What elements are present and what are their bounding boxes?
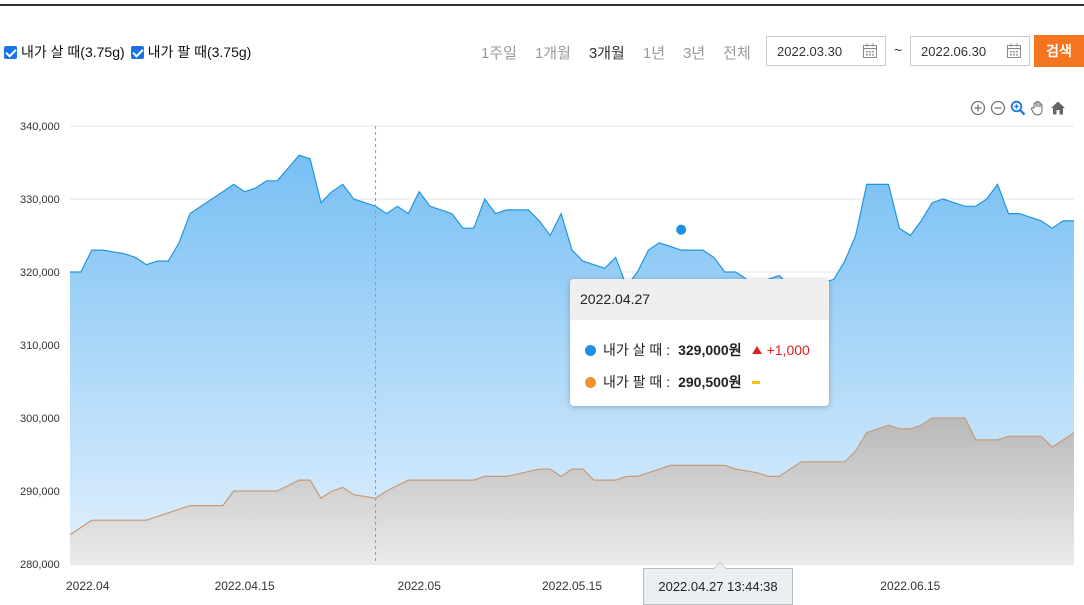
period-all[interactable]: 전체 <box>723 45 751 62</box>
y-tick-label: 280,000 <box>20 559 60 571</box>
x-tick-label: 2022.05 <box>398 579 442 593</box>
buy-dot-icon <box>585 344 596 356</box>
chart-tooltip: 2022.04.27 내가 살 때 : 329,000원 +1,000 내가 팔… <box>570 279 829 406</box>
period-3month[interactable]: 3개월 <box>588 45 625 62</box>
magnify-icon[interactable] <box>1010 100 1026 116</box>
period-1year[interactable]: 1년 <box>642 45 666 62</box>
period-1month[interactable]: 1개월 <box>534 45 571 62</box>
up-triangle-icon <box>751 346 762 354</box>
calendar-icon[interactable] <box>1007 43 1021 58</box>
highlight-point <box>676 224 687 235</box>
x-tick-label: 2022.04 <box>66 579 110 593</box>
period-3year[interactable]: 3년 <box>683 45 706 62</box>
zoom-out-icon[interactable] <box>990 100 1006 116</box>
end-date-value: 2022.06.30 <box>921 43 987 59</box>
tooltip-buy-change-value: +1,000 <box>766 342 810 358</box>
sell-dot-icon <box>585 376 596 388</box>
y-tick-label: 290,000 <box>20 486 60 498</box>
calendar-icon[interactable] <box>863 43 877 58</box>
checkbox-sell[interactable] <box>130 45 144 59</box>
y-tick-label: 300,000 <box>20 413 60 425</box>
pan-hand-icon[interactable] <box>1030 100 1046 116</box>
x-tick-label: 2022.05.15 <box>542 579 602 593</box>
zoom-in-icon[interactable] <box>970 100 986 116</box>
x-axis: 2022.04 2022.04.15 2022.05 2022.05.15 2022.0… <box>66 579 941 593</box>
top-border <box>0 4 1084 6</box>
chart-marks <box>375 126 687 564</box>
chart-toolbar <box>970 100 1070 116</box>
legend-sell[interactable]: 내가 팔 때(3.75g) <box>130 42 252 62</box>
end-date-field[interactable]: 2022.06.30 <box>910 36 1030 66</box>
crosshair-time-label: 2022.04.27 13:44:38 <box>643 562 793 605</box>
legend-buy-label: 내가 살 때(3.75g) <box>21 44 125 60</box>
legend-sell-label: 내가 팔 때(3.75g) <box>147 44 252 60</box>
tooltip-buy-label: 내가 살 때 : <box>603 342 671 358</box>
start-date-value: 2022.03.30 <box>777 43 843 59</box>
tooltip-buy-value: 329,000원 <box>678 342 742 358</box>
no-change-dash-icon <box>751 380 760 384</box>
search-button[interactable]: 검색 <box>1034 35 1084 67</box>
y-axis: 280,000 290,000 300,000 310,000 320,000 330,0… <box>20 121 60 571</box>
series-line-0 <box>70 154 1074 288</box>
tooltip-sell-value: 290,500원 <box>678 374 742 390</box>
period-1week[interactable]: 1주일 <box>481 45 517 62</box>
period-selector: 1주일 1개월 3개월 1년 3년 전체 <box>481 42 769 63</box>
tooltip-buy-change: +1,000 <box>751 342 810 358</box>
legend-buy[interactable]: 내가 살 때(3.75g) <box>4 42 125 62</box>
series-line-1 <box>69 417 1075 536</box>
series-area-1 <box>70 418 1074 564</box>
series-legend: 내가 살 때(3.75g) 내가 팔 때(3.75g) <box>4 42 257 62</box>
y-tick-label: 330,000 <box>20 194 60 206</box>
tooltip-sell-label: 내가 팔 때 : <box>603 374 671 390</box>
tooltip-date: 2022.04.27 <box>570 279 829 320</box>
tooltip-row-sell: 내가 팔 때 : 290,500원 <box>585 372 760 392</box>
home-icon[interactable] <box>1050 100 1066 116</box>
y-tick-label: 310,000 <box>20 340 60 352</box>
tooltip-row-buy: 내가 살 때 : 329,000원 +1,000 <box>585 340 810 360</box>
x-tick-label: 2022.04.15 <box>215 579 275 593</box>
x-tick-label: 2022.06.15 <box>880 579 940 593</box>
y-tick-label: 340,000 <box>20 121 60 133</box>
y-tick-label: 320,000 <box>20 267 60 279</box>
date-separator: ~ <box>894 42 903 58</box>
checkbox-buy[interactable] <box>4 45 17 59</box>
start-date-field[interactable]: 2022.03.30 <box>766 36 886 66</box>
